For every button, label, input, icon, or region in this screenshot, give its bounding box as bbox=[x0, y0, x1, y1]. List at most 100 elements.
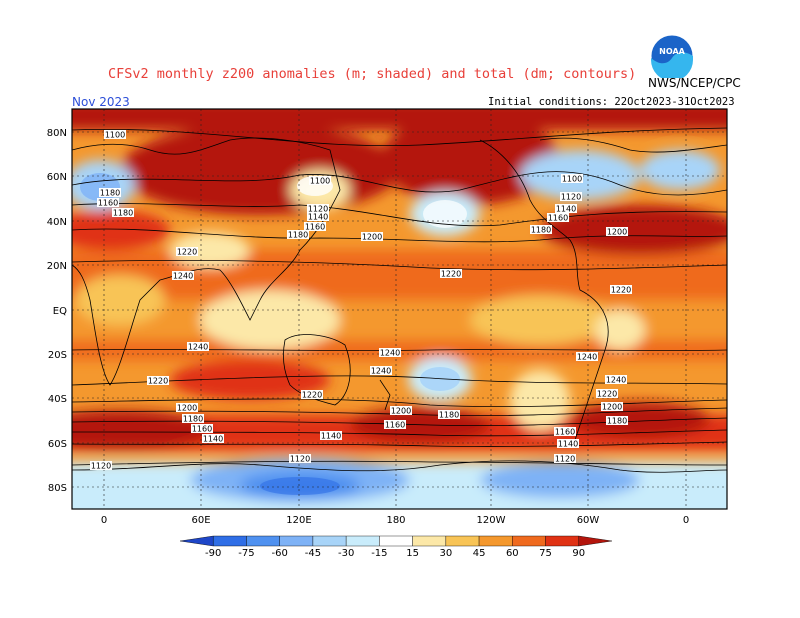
contour-label-bg bbox=[554, 454, 576, 463]
colorbar-swatch bbox=[379, 535, 413, 547]
colorbar-swatch bbox=[445, 535, 480, 547]
colorbar-tick-label: -75 bbox=[238, 548, 254, 559]
contour-label: 1120 bbox=[290, 455, 310, 464]
lat-tick-label: 40S bbox=[48, 394, 67, 405]
forecast-month: Nov 2023 bbox=[72, 95, 130, 109]
contour-label-bg bbox=[557, 439, 579, 448]
contour-label-bg bbox=[390, 406, 412, 415]
contour-label: 1240 bbox=[173, 272, 193, 281]
contour-label: 1160 bbox=[305, 223, 325, 232]
contour-label-bg bbox=[561, 174, 583, 183]
contour-label-bg bbox=[202, 434, 224, 443]
colorbar-tick-label: -30 bbox=[338, 548, 354, 559]
contour-label-bg bbox=[379, 348, 401, 357]
lat-tick-label: 20N bbox=[47, 261, 67, 272]
contour-label-bg bbox=[370, 366, 392, 375]
colorbar-swatch bbox=[246, 535, 280, 547]
lat-tick-label: 80S bbox=[48, 483, 67, 494]
lon-tick-label: 60W bbox=[577, 515, 600, 526]
contour-label-bg bbox=[172, 271, 194, 280]
contour-labels: 1120118011601180122012401240122012001180… bbox=[90, 130, 632, 471]
contour-label-bg bbox=[307, 204, 329, 213]
contour-label: 1100 bbox=[562, 175, 582, 184]
contour-label-bg bbox=[301, 390, 323, 399]
latitude-axis: 80N 60N 40N 20N EQ 20S 40S 60S 80S bbox=[47, 128, 67, 494]
contour-label-bg bbox=[176, 247, 198, 256]
contour-label-bg bbox=[560, 192, 582, 201]
contour-label-bg bbox=[112, 208, 134, 217]
lon-tick-label: 120E bbox=[286, 515, 311, 526]
colorbar-tick-label: 75 bbox=[539, 548, 552, 559]
contour-label-bg bbox=[307, 212, 329, 221]
contour-label: 1220 bbox=[441, 270, 461, 279]
contour-label-bg bbox=[361, 232, 383, 241]
contour-label: 1220 bbox=[177, 248, 197, 257]
contour-label-bg bbox=[90, 461, 112, 470]
contour-label: 1240 bbox=[188, 343, 208, 352]
colorbar-swatch bbox=[345, 535, 380, 547]
contour-label: 1140 bbox=[321, 432, 341, 441]
contour-label: 1120 bbox=[91, 462, 111, 471]
contour-label: 1140 bbox=[308, 213, 328, 222]
lon-tick-label: 120W bbox=[477, 515, 506, 526]
height-contours bbox=[72, 127, 727, 466]
contour-label-bg bbox=[596, 389, 618, 398]
contour-label-bg bbox=[289, 454, 311, 463]
contour-label: 1100 bbox=[105, 131, 125, 140]
contour-label: 1180 bbox=[531, 226, 551, 235]
contour-label-bg bbox=[97, 198, 119, 207]
contour-label-bg bbox=[605, 375, 627, 384]
contour-label-bg bbox=[147, 376, 169, 385]
lon-tick-label: 60E bbox=[191, 515, 210, 526]
colorbar-tick-label: -60 bbox=[272, 548, 288, 559]
contour-label: 1200 bbox=[177, 404, 197, 413]
contour-label: 1180 bbox=[607, 417, 627, 426]
lat-tick-label: 80N bbox=[47, 128, 67, 139]
colorbar-tick-label: -45 bbox=[305, 548, 321, 559]
contour-label: 1160 bbox=[192, 425, 212, 434]
contour-label: 1180 bbox=[100, 189, 120, 198]
contour-label: 1220 bbox=[302, 391, 322, 400]
map-frame bbox=[71, 108, 728, 510]
contour-label-bg bbox=[606, 416, 628, 425]
contour-label-bg bbox=[187, 342, 209, 351]
colorbar-swatch bbox=[512, 535, 546, 547]
lat-tick-label: 60S bbox=[48, 439, 67, 450]
logo-text: NOAA bbox=[659, 47, 685, 56]
coastlines bbox=[72, 137, 727, 473]
contour-label: 1180 bbox=[113, 209, 133, 218]
colorbar-swatch bbox=[545, 535, 579, 547]
contour-label: 1180 bbox=[439, 411, 459, 420]
contour-label-bg bbox=[182, 414, 204, 423]
contour-label: 1240 bbox=[606, 376, 626, 385]
contour-label-bg bbox=[176, 403, 198, 412]
contour-label-bg bbox=[547, 213, 569, 222]
contour-label-bg bbox=[438, 410, 460, 419]
colorbar-tick-label: -15 bbox=[371, 548, 387, 559]
contour-label: 1240 bbox=[380, 349, 400, 358]
colorbar-tick-label: 45 bbox=[473, 548, 486, 559]
contour-label-bg bbox=[610, 285, 632, 294]
contour-label-bg bbox=[440, 269, 462, 278]
contour-label: 1120 bbox=[308, 205, 328, 214]
colorbar-tick-label: 15 bbox=[406, 548, 419, 559]
contour-label-bg bbox=[287, 230, 309, 239]
colorbar-ticks: -90 -75 -60 -45 -30 -15 15 30 45 60 75 90 bbox=[205, 548, 585, 559]
contour-label-bg bbox=[104, 130, 126, 139]
contour-label-bg bbox=[606, 227, 628, 236]
map-title: CFSv2 monthly z200 anomalies (m; shaded)… bbox=[108, 66, 637, 82]
contour-label: 1160 bbox=[385, 421, 405, 430]
colorbar-swatch bbox=[213, 535, 247, 547]
colorbar-tick-label: -90 bbox=[205, 548, 221, 559]
colorbar-swatch bbox=[478, 535, 513, 547]
contour-label: 1140 bbox=[556, 205, 576, 214]
contour-label: 1180 bbox=[288, 231, 308, 240]
initial-conditions: Initial conditions: 22Oct2023-31Oct2023 bbox=[488, 96, 735, 108]
contour-label: 1120 bbox=[561, 193, 581, 202]
lon-tick-label: 0 bbox=[101, 515, 107, 526]
colorbar bbox=[179, 535, 613, 547]
contour-label: 1160 bbox=[98, 199, 118, 208]
colorbar-tick-label: 90 bbox=[572, 548, 585, 559]
colorbar-tick-label: 60 bbox=[506, 548, 519, 559]
